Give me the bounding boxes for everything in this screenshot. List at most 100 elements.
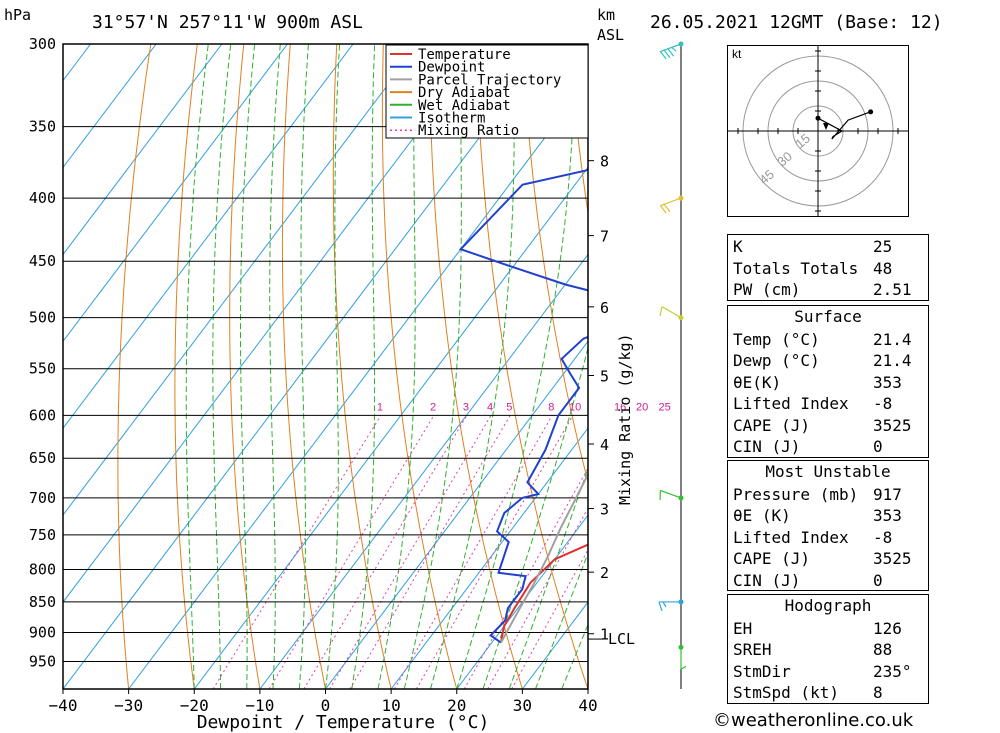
wet-adiabat-line — [561, 623, 588, 689]
mixing-ratio-line — [394, 415, 553, 689]
dry-adiabat-line — [568, 44, 588, 216]
legend-label: Temperature — [418, 47, 511, 63]
wet-adiabat-line — [185, 44, 209, 689]
stat-row: StmDir 235° — [728, 660, 928, 682]
mixing-ratio-label: 25 — [659, 401, 671, 413]
pressure-tick-label: 550 — [29, 360, 56, 378]
stat-value: 3525 — [873, 549, 912, 568]
isotherm-line — [325, 340, 588, 689]
temperature-tick-label: −10 — [245, 696, 274, 715]
stat-value: 8 — [873, 683, 883, 702]
dry-adiabat-line — [117, 44, 152, 689]
stat-row: K 25 — [728, 235, 928, 257]
stat-value: 353 — [873, 372, 902, 392]
isotherm-line — [128, 79, 588, 689]
pressure-tick-label: 500 — [29, 309, 56, 327]
stat-row: Lifted Index -8 — [728, 526, 928, 548]
pressure-tick-label: 800 — [29, 560, 56, 578]
legend-label: Wet Adiabat — [418, 98, 511, 114]
wet-adiabat-line — [351, 44, 376, 689]
dry-adiabat-line — [429, 44, 523, 689]
isotherm-line — [193, 166, 588, 689]
most-unstable-title: Most Unstable — [765, 462, 891, 481]
hodograph-unit: kt — [732, 47, 742, 61]
pressure-tick-label: 950 — [29, 653, 56, 671]
stat-value: 88 — [873, 640, 893, 659]
wet-adiabat-line — [325, 44, 341, 689]
stat-label: SREH — [733, 640, 772, 659]
km-tick-label: 2 — [600, 564, 609, 582]
asl-unit-label: ASL — [597, 26, 625, 44]
isotherm-line — [63, 44, 354, 430]
isotherm-line — [63, 44, 551, 689]
pressure-tick-label: 450 — [29, 252, 56, 270]
pressure-tick-label: 700 — [29, 489, 56, 507]
stat-value: -8 — [873, 527, 893, 547]
isotherm-line — [456, 514, 588, 689]
legend-label: Dewpoint — [418, 60, 485, 76]
pressure-tick-label: 850 — [29, 593, 56, 611]
temperature-tick-label: −20 — [180, 696, 209, 715]
stat-row: EH 126 — [728, 617, 928, 639]
series-parcel-trajectory — [500, 472, 588, 644]
mixing-ratio-label: 5 — [506, 401, 512, 413]
wet-adiabat-line — [430, 44, 515, 689]
wind-barb — [659, 489, 684, 501]
stat-value: 0 — [873, 437, 883, 456]
footer-credit[interactable]: ©weatheronline.co.uk — [713, 710, 914, 731]
surface-panel: Surface Temp (°C) 21.4 Dewp (°C) 21.4 θE(K) 3… — [727, 305, 929, 458]
stat-row: PW (cm) 2.51 — [728, 278, 928, 300]
stat-label: Temp (°C) — [733, 329, 820, 349]
indices-panel: K 25 Totals Totals 48 PW (cm) 2.51 — [727, 234, 929, 301]
stat-label: PW (cm) — [733, 280, 801, 299]
stat-row: Lifted Index -8 — [728, 392, 928, 414]
mixing-ratio-line — [511, 548, 588, 689]
surface-title: Surface — [794, 307, 862, 326]
stat-label: CIN (J) — [733, 570, 801, 590]
stat-value: 235° — [873, 661, 912, 681]
isotherm-line — [390, 427, 588, 689]
dry-adiabat-line — [662, 44, 720, 689]
location-title: 31°57'N 257°11'W 900m ASL — [92, 12, 363, 33]
plot-frame — [62, 43, 589, 690]
temperature-tick-label: −40 — [49, 696, 78, 715]
stat-row: CIN (J) 0 — [728, 435, 928, 457]
stat-label: CIN (J) — [733, 437, 801, 456]
mixing-ratio-label: 1 — [377, 401, 383, 413]
hodograph-stats-title: Hodograph — [784, 596, 872, 615]
mixing-ratio-axis-label: Mixing Ratio (g/kg) — [616, 333, 634, 505]
stat-row: SREH 88 — [728, 638, 928, 660]
wet-adiabat-line — [212, 44, 232, 689]
temperature-tick-label: 30 — [513, 696, 532, 715]
mixing-ratio-label: 2 — [430, 401, 436, 413]
stat-value: 353 — [873, 506, 902, 525]
temperature-tick-label: 40 — [578, 696, 597, 715]
lcl-label: LCL — [608, 630, 635, 648]
pressure-tick-label: 900 — [29, 624, 56, 642]
km-tick-label: 4 — [600, 436, 609, 454]
stat-row: Dewp (°C) 21.4 — [728, 349, 928, 371]
km-tick-label: 1 — [600, 626, 609, 644]
mixing-ratio-line — [415, 415, 574, 689]
stat-label: CAPE (J) — [733, 549, 811, 568]
stat-value: 3525 — [873, 415, 912, 435]
stat-label: Lifted Index — [733, 527, 849, 547]
km-unit-label: km — [597, 6, 616, 24]
wind-barb — [678, 644, 687, 670]
km-tick-label: 7 — [600, 228, 609, 246]
stat-label: StmSpd (kt) — [733, 683, 839, 702]
temperature-tick-label: 20 — [447, 696, 466, 715]
km-tick-label: 3 — [600, 501, 609, 519]
storm-motion-marker — [823, 123, 829, 130]
wet-adiabat-line — [240, 44, 256, 689]
legend-label: Parcel Trajectory — [418, 72, 561, 88]
datetime-label: 26.05.2021 12GMT (Base: 12) — [650, 12, 943, 33]
pressure-tick-label: 400 — [29, 189, 56, 207]
stat-row: θE(K) 353 — [728, 371, 928, 393]
legend-label: Isotherm — [418, 111, 485, 127]
mixing-ratio-label: 4 — [487, 401, 493, 413]
km-tick-label: 5 — [600, 367, 609, 385]
stat-row: Pressure (mb) 917 — [728, 483, 928, 505]
isotherm-line — [63, 44, 485, 603]
